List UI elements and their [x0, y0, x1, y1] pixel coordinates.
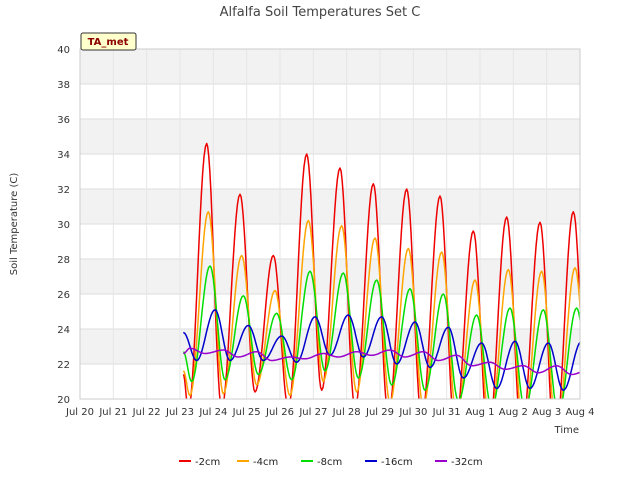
- series-line-minus-32cm: [183, 347, 580, 376]
- series-line-minus-16cm: [183, 309, 580, 392]
- grid-band: [80, 49, 580, 84]
- x-tick-label: Jul 25: [232, 407, 261, 418]
- x-axis-label: Time: [554, 425, 579, 436]
- y-tick-label: 34: [57, 150, 70, 161]
- x-tick-label: Jul 27: [298, 407, 327, 418]
- y-tick-label: 30: [57, 220, 70, 231]
- y-tick-label: 20: [57, 395, 70, 406]
- x-tick-label: Jul 29: [365, 407, 394, 418]
- plot-frame: [79, 48, 581, 400]
- y-axis-ticks: 20 22 24 26 28 30 32 34 36 38 40: [57, 45, 70, 406]
- series-lines: [182, 142, 580, 399]
- y-tick-label: 36: [57, 115, 70, 126]
- y-tick-label: 22: [57, 360, 70, 371]
- y-tick-label: 32: [57, 185, 70, 196]
- x-tick-label: Aug 1: [465, 407, 494, 418]
- grid-band: [80, 189, 580, 224]
- x-tick-label: Jul 30: [398, 407, 427, 418]
- legend-label: -32cm: [451, 457, 483, 468]
- x-tick-label: Jul 23: [165, 407, 194, 418]
- legend-label: -2cm: [195, 457, 220, 468]
- legend: -2cm -4cm -8cm -16cm -32cm: [179, 457, 483, 468]
- station-badge-box: [80, 32, 137, 51]
- x-tick-label: Jul 26: [265, 407, 294, 418]
- station-badge: TA_met: [80, 32, 137, 51]
- x-tick-label: Jul 31: [432, 407, 461, 418]
- legend-label: -4cm: [253, 457, 278, 468]
- y-tick-label: 26: [57, 290, 70, 301]
- chart-title: Alfalfa Soil Temperatures Set C: [220, 5, 421, 20]
- station-badge-label: TA_met: [88, 37, 129, 48]
- x-axis-ticks: Jul 20 Jul 21 Jul 22 Jul 23 Jul 24 Jul 25 Jul …: [65, 407, 595, 418]
- x-tick-label: Jul 20: [65, 407, 94, 418]
- y-tick-label: 24: [57, 325, 70, 336]
- y-axis-label: Soil Temperature (C): [9, 173, 20, 276]
- x-tick-label: Jul 22: [132, 407, 161, 418]
- y-tick-label: 38: [57, 80, 70, 91]
- x-tick-label: Jul 24: [198, 407, 227, 418]
- grid-band: [80, 119, 580, 154]
- legend-label: -16cm: [381, 457, 413, 468]
- x-tick-label: Jul 28: [332, 407, 361, 418]
- x-tick-label: Jul 21: [98, 407, 127, 418]
- x-tick-label: Aug 4: [565, 407, 594, 418]
- plot-area: [182, 142, 580, 399]
- y-tick-label: 28: [57, 255, 70, 266]
- legend-label: -8cm: [317, 457, 342, 468]
- series-line-minus-8cm: [182, 265, 580, 399]
- x-tick-label: Aug 3: [532, 407, 561, 418]
- x-tick-label: Aug 2: [499, 407, 528, 418]
- y-tick-label: 40: [57, 45, 70, 56]
